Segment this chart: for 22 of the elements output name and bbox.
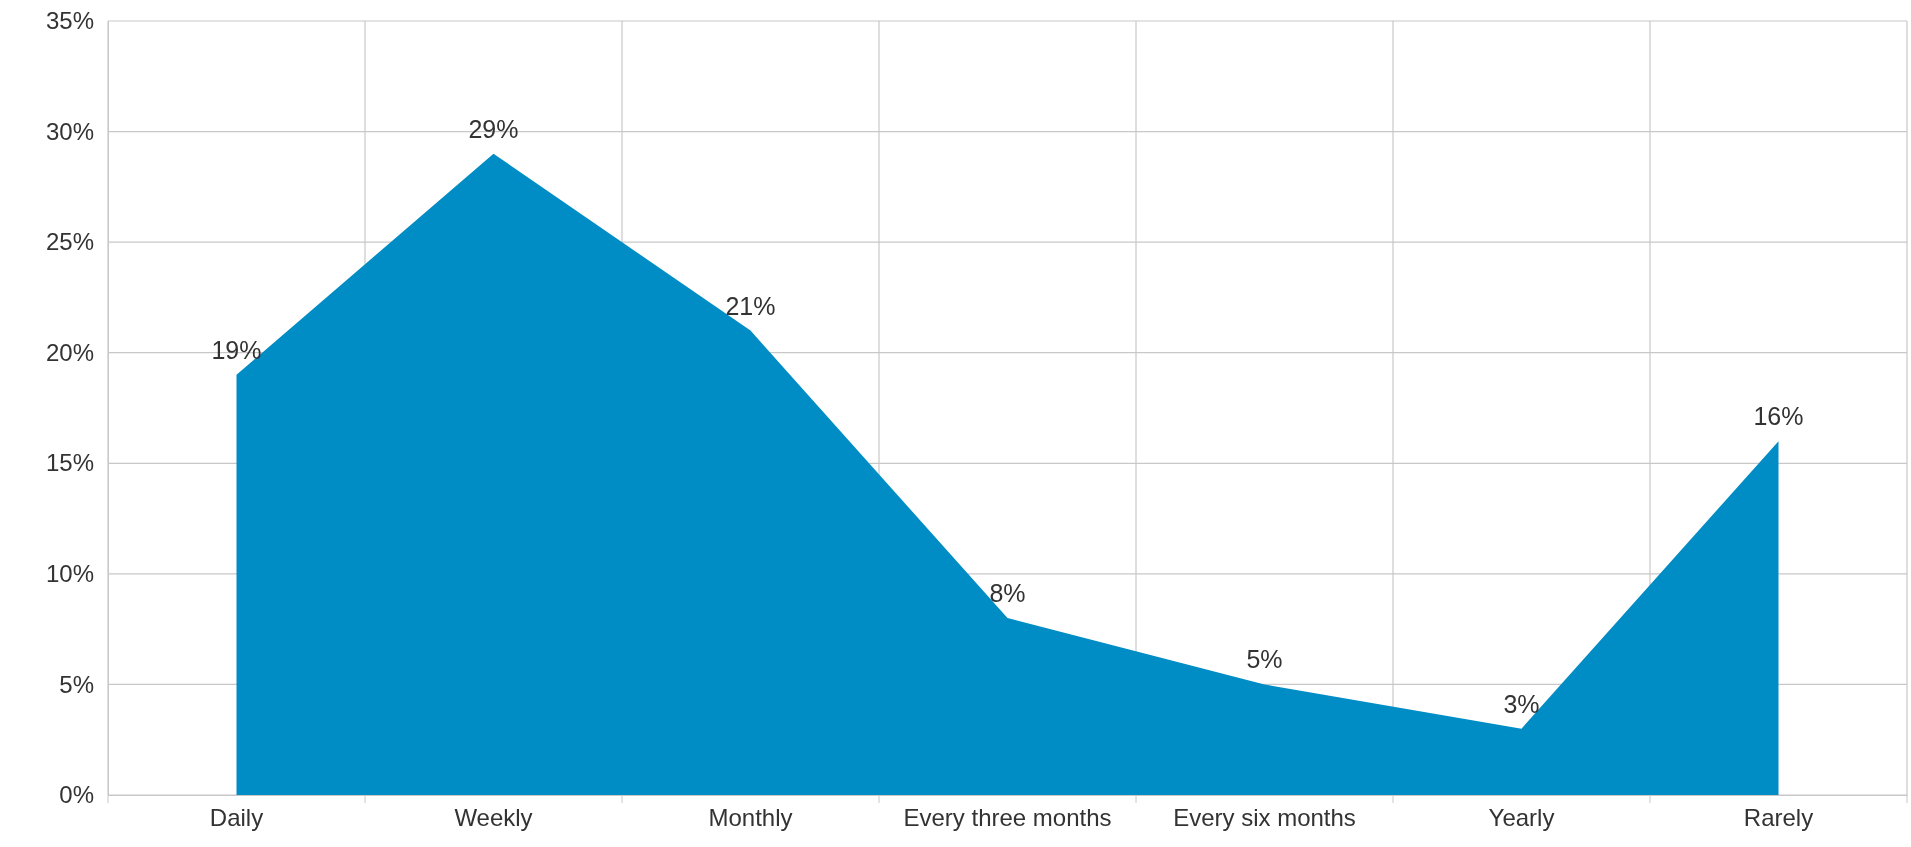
- y-tick-label: 0%: [59, 781, 94, 809]
- data-label: 5%: [1246, 645, 1283, 674]
- y-tick-label: 15%: [45, 449, 94, 477]
- y-tick-label: 10%: [45, 560, 94, 588]
- y-tick-label: 5%: [59, 670, 94, 698]
- data-label: 16%: [1753, 402, 1804, 431]
- x-tick-label: Every three months: [903, 804, 1112, 832]
- data-label: 19%: [211, 335, 262, 364]
- y-tick-label: 25%: [45, 228, 94, 256]
- data-label: 3%: [1503, 689, 1540, 718]
- x-tick-label: Every six months: [1173, 804, 1356, 832]
- data-label: 8%: [989, 579, 1026, 608]
- x-tick-label: Yearly: [1488, 804, 1555, 832]
- x-tick-label: Monthly: [708, 804, 793, 832]
- y-tick-label: 30%: [45, 117, 94, 145]
- x-tick-label: Rarely: [1743, 804, 1814, 832]
- x-tick-label: Daily: [209, 804, 264, 832]
- data-label: 21%: [725, 291, 776, 320]
- data-label: 29%: [468, 114, 519, 143]
- y-tick-label: 35%: [45, 7, 94, 35]
- y-tick-label: 20%: [45, 338, 94, 366]
- x-tick-label: Weekly: [454, 804, 533, 832]
